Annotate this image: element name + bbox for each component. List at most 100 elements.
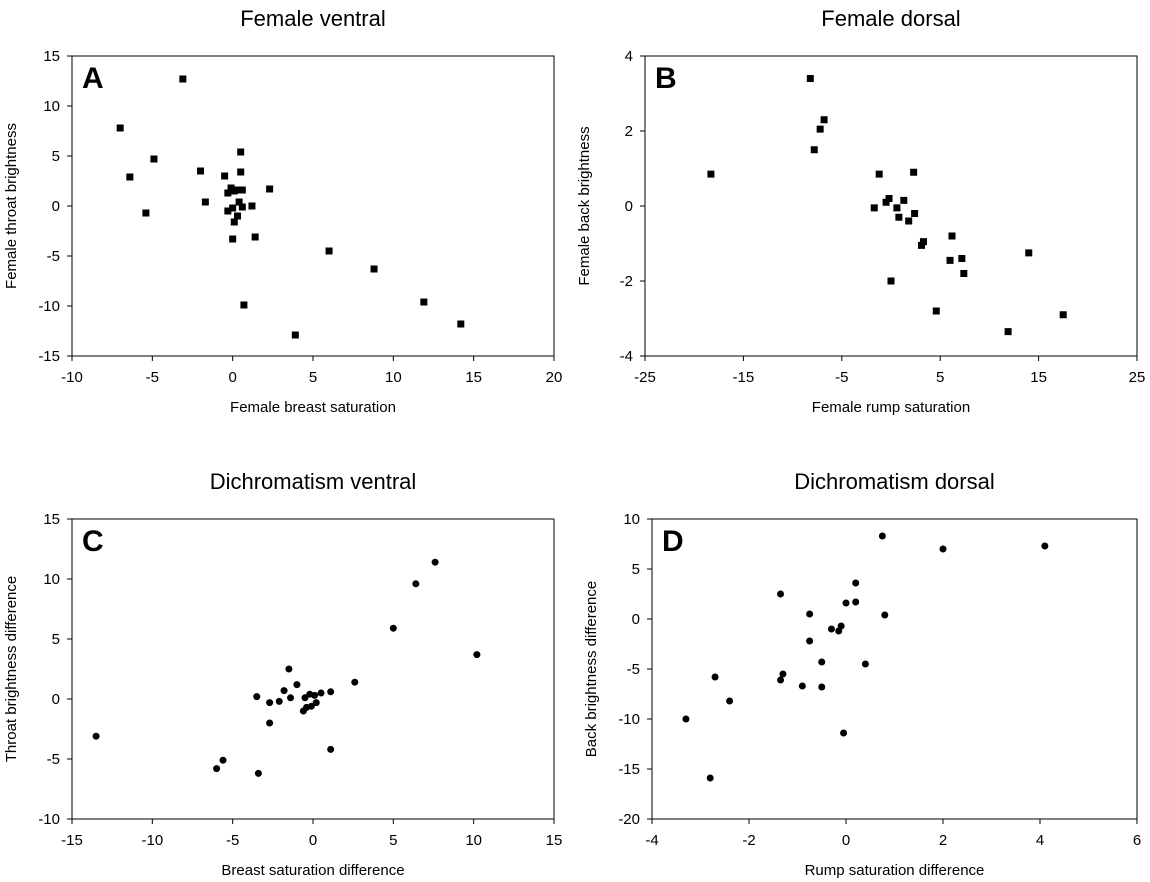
data-point-b: [1004, 328, 1012, 336]
x-tick-label-d: 2: [939, 832, 947, 849]
x-axis-label-c: Breast saturation difference: [221, 862, 404, 879]
chart-title-a: Female ventral: [240, 6, 386, 31]
y-tick-label-d: -10: [618, 711, 640, 728]
data-point-c: [275, 697, 283, 705]
data-point-a: [142, 209, 150, 217]
data-point-d: [726, 697, 734, 705]
data-point-a: [237, 168, 245, 176]
data-point-a: [229, 204, 237, 212]
data-point-a: [420, 298, 428, 306]
panel-letter-b: B: [655, 62, 677, 95]
y-axis-label-d: Back brightness difference: [583, 581, 600, 758]
y-tick-label-d: 0: [632, 611, 640, 628]
data-point-b: [707, 170, 715, 178]
x-tick-label-a: -10: [61, 369, 83, 386]
x-tick-label-b: -15: [733, 369, 755, 386]
data-point-a: [230, 218, 238, 226]
x-tick-label-c: 15: [546, 832, 563, 849]
x-tick-label-a: -5: [146, 369, 159, 386]
data-point-b: [887, 277, 895, 285]
data-point-c: [301, 694, 309, 702]
x-tick-label-a: 20: [546, 369, 563, 386]
x-axis-label-d: Rump saturation difference: [805, 862, 985, 879]
data-point-c: [312, 699, 320, 707]
data-point-d: [818, 658, 826, 666]
data-point-a: [221, 172, 229, 180]
data-point-a: [248, 202, 256, 210]
data-point-a: [370, 265, 378, 273]
x-tick-label-b: 15: [1030, 369, 1047, 386]
x-tick-label-d: -4: [645, 832, 658, 849]
data-point-b: [895, 213, 903, 221]
data-point-a: [233, 212, 241, 220]
y-tick-label-c: 15: [43, 511, 60, 528]
x-tick-label-a: 5: [309, 369, 317, 386]
x-tick-label-c: 10: [465, 832, 482, 849]
x-tick-label-b: -25: [634, 369, 656, 386]
data-point-c: [431, 558, 439, 566]
x-tick-label-d: 4: [1036, 832, 1044, 849]
x-tick-label-d: 6: [1133, 832, 1141, 849]
data-point-c: [311, 691, 319, 699]
data-point-b: [960, 270, 968, 277]
data-point-c: [285, 665, 293, 673]
data-point-a: [251, 233, 259, 241]
y-tick-label-b: 0: [625, 198, 633, 215]
data-point-a: [237, 148, 245, 156]
y-tick-label-b: -4: [620, 348, 633, 365]
data-point-c: [317, 689, 325, 697]
data-point-b: [1059, 311, 1067, 319]
data-point-d: [861, 660, 869, 668]
data-point-b: [806, 75, 814, 82]
data-point-c: [389, 624, 397, 632]
data-point-a: [224, 189, 232, 197]
x-tick-label-c: -5: [226, 832, 239, 849]
data-point-d: [711, 673, 719, 681]
y-tick-label-b: -2: [620, 273, 633, 290]
data-point-a: [457, 320, 465, 328]
data-point-d: [777, 676, 785, 684]
data-point-a: [150, 155, 158, 163]
data-point-c: [473, 651, 481, 659]
data-point-d: [706, 774, 714, 782]
data-point-b: [910, 168, 918, 176]
y-axis-label-b: Female back brightness: [576, 126, 593, 285]
x-tick-label-b: 5: [936, 369, 944, 386]
panel-letter-d: D: [662, 525, 684, 558]
data-point-d: [827, 625, 835, 633]
data-point-d: [852, 579, 860, 587]
x-tick-label-c: -15: [61, 832, 83, 849]
x-tick-label-d: -2: [742, 832, 755, 849]
data-point-b: [932, 307, 940, 315]
data-point-d: [852, 598, 860, 606]
x-tick-label-a: 10: [385, 369, 402, 386]
data-point-b: [810, 146, 818, 154]
panel-b: Female dorsal B -25 -15 -5 5 15 25 -4 -2 0 2 4 Female…: [576, 6, 1145, 416]
x-tick-label-b: -5: [835, 369, 848, 386]
data-point-d: [818, 683, 826, 691]
data-point-b: [919, 238, 927, 246]
data-point-c: [213, 765, 221, 773]
data-point-a: [240, 301, 248, 309]
y-tick-label-a: -5: [47, 248, 60, 265]
plot-frame-a: [71, 55, 555, 357]
data-point-c: [412, 580, 420, 588]
data-point-b: [885, 195, 893, 202]
data-point-d: [798, 682, 806, 690]
data-point-d: [777, 590, 785, 598]
y-tick-label-b: 4: [625, 48, 633, 65]
data-point-b: [900, 196, 908, 204]
data-point-c: [351, 678, 359, 686]
data-point-d: [881, 611, 889, 619]
data-point-a: [179, 75, 187, 83]
panel-letter-c: C: [82, 525, 104, 558]
plot-frame-b: [644, 55, 1138, 357]
y-tick-label-d: -5: [627, 661, 640, 678]
data-point-c: [307, 702, 315, 710]
data-point-b: [893, 204, 901, 212]
y-tick-label-c: 5: [52, 631, 60, 648]
data-point-b: [820, 116, 828, 124]
